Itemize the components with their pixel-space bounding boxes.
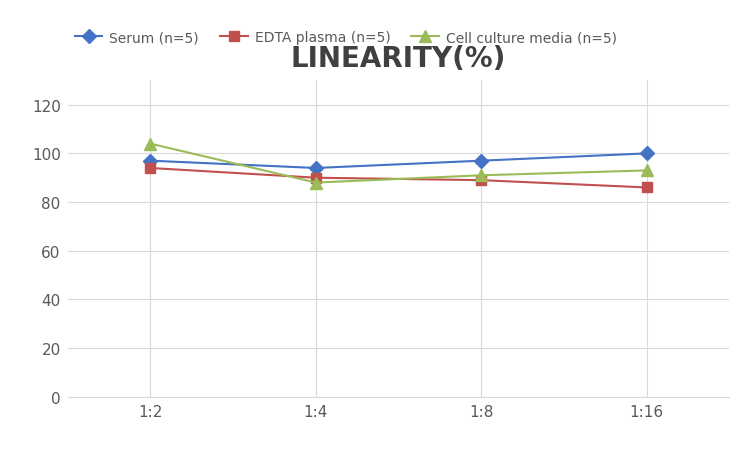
Legend: Serum (n=5), EDTA plasma (n=5), Cell culture media (n=5): Serum (n=5), EDTA plasma (n=5), Cell cul…	[74, 31, 617, 45]
EDTA plasma (n=5)	[477, 178, 486, 184]
Serum (n=5)	[477, 159, 486, 164]
Cell culture media (n=5)	[477, 173, 486, 179]
Line: Serum (n=5): Serum (n=5)	[146, 149, 651, 174]
EDTA plasma (n=5)	[146, 166, 155, 171]
Line: Cell culture media (n=5): Cell culture media (n=5)	[145, 139, 652, 189]
Cell culture media (n=5)	[642, 168, 651, 174]
EDTA plasma (n=5)	[642, 185, 651, 191]
Serum (n=5)	[311, 166, 320, 171]
Serum (n=5)	[642, 152, 651, 157]
Title: LINEARITY(%): LINEARITY(%)	[291, 46, 506, 74]
Cell culture media (n=5)	[146, 142, 155, 147]
EDTA plasma (n=5)	[311, 175, 320, 181]
Serum (n=5)	[146, 159, 155, 164]
Cell culture media (n=5)	[311, 180, 320, 186]
Line: EDTA plasma (n=5): EDTA plasma (n=5)	[146, 164, 651, 193]
